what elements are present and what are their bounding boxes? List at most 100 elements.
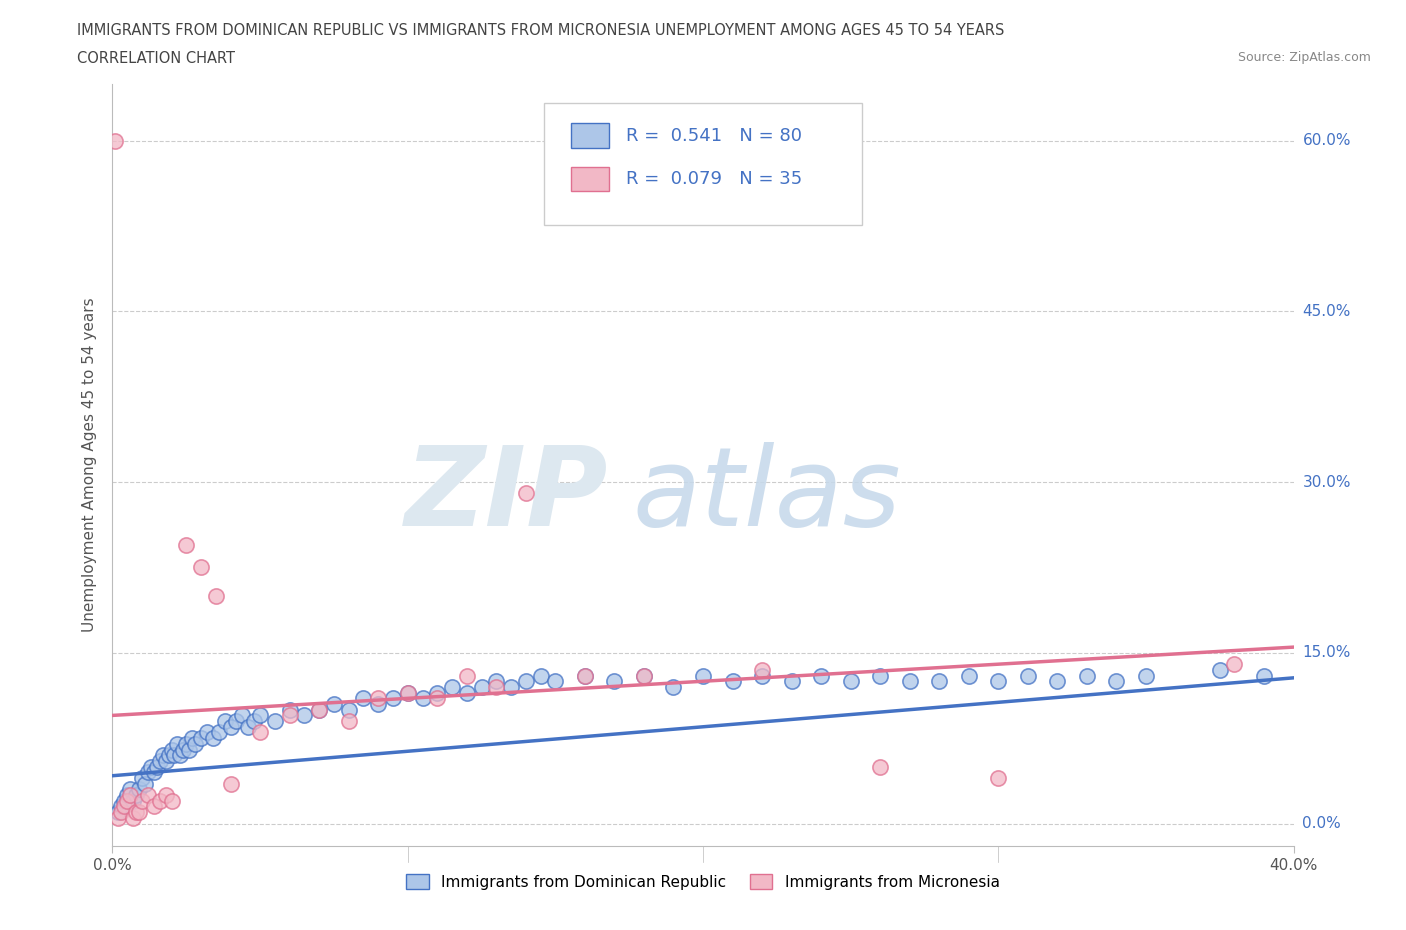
Point — [470, 680, 494, 695]
Point — [134, 777, 156, 791]
Point — [125, 804, 148, 819]
Point — [110, 799, 132, 814]
Point — [136, 764, 159, 779]
Point — [104, 133, 127, 148]
Point — [352, 691, 374, 706]
Point — [155, 753, 177, 768]
Point — [131, 793, 153, 808]
Point — [751, 662, 773, 677]
Point — [139, 759, 162, 774]
Point — [152, 748, 174, 763]
FancyBboxPatch shape — [544, 103, 862, 225]
Point — [120, 782, 142, 797]
Point — [337, 713, 360, 728]
Point — [160, 793, 183, 808]
Point — [529, 668, 551, 683]
Point — [219, 719, 242, 734]
Point — [501, 680, 523, 695]
Point — [117, 788, 138, 803]
Point — [201, 731, 224, 746]
Point — [117, 793, 138, 808]
Point — [163, 748, 186, 763]
Point — [264, 713, 287, 728]
Point — [603, 674, 626, 689]
Point — [869, 759, 891, 774]
Point — [249, 725, 271, 740]
Point — [225, 713, 247, 728]
Text: ZIP: ZIP — [405, 442, 609, 549]
Point — [898, 674, 921, 689]
Point — [219, 777, 242, 791]
Text: R =  0.541   N = 80: R = 0.541 N = 80 — [626, 126, 803, 144]
Point — [146, 759, 169, 774]
Point — [125, 788, 148, 803]
Point — [174, 538, 197, 552]
Point — [107, 810, 129, 825]
Point — [142, 799, 165, 814]
Point — [205, 589, 228, 604]
Point — [1253, 668, 1275, 683]
Point — [1076, 668, 1098, 683]
Point — [869, 668, 891, 683]
Point — [149, 793, 172, 808]
Point — [238, 719, 260, 734]
Point — [190, 560, 212, 575]
Point — [382, 691, 405, 706]
Point — [456, 685, 478, 700]
Point — [1223, 657, 1246, 671]
Point — [411, 691, 433, 706]
Point — [367, 691, 389, 706]
Point — [308, 702, 330, 717]
FancyBboxPatch shape — [571, 166, 609, 192]
Point — [426, 691, 449, 706]
Point — [323, 697, 346, 711]
Text: Source: ZipAtlas.com: Source: ZipAtlas.com — [1237, 51, 1371, 64]
Point — [128, 804, 150, 819]
Text: R =  0.079   N = 35: R = 0.079 N = 35 — [626, 170, 803, 188]
Point — [441, 680, 464, 695]
Point — [485, 674, 508, 689]
Point — [190, 731, 212, 746]
Point — [692, 668, 714, 683]
Point — [633, 668, 655, 683]
Point — [1135, 668, 1157, 683]
Point — [184, 737, 207, 751]
Point — [780, 674, 803, 689]
Point — [1105, 674, 1128, 689]
Point — [574, 668, 596, 683]
Point — [231, 708, 253, 723]
Point — [396, 685, 419, 700]
Point — [157, 748, 180, 763]
Point — [337, 702, 360, 717]
Point — [1046, 674, 1069, 689]
Point — [181, 731, 204, 746]
Point — [810, 668, 832, 683]
Point — [174, 737, 197, 751]
Text: 0.0%: 0.0% — [1302, 816, 1341, 831]
Y-axis label: Unemployment Among Ages 45 to 54 years: Unemployment Among Ages 45 to 54 years — [82, 298, 97, 632]
Text: atlas: atlas — [633, 442, 901, 549]
Point — [839, 674, 862, 689]
Point — [928, 674, 950, 689]
Point — [396, 685, 419, 700]
Point — [155, 788, 177, 803]
Point — [112, 793, 135, 808]
Point — [662, 680, 685, 695]
Point — [110, 804, 132, 819]
Legend: Immigrants from Dominican Republic, Immigrants from Micronesia: Immigrants from Dominican Republic, Immi… — [401, 868, 1005, 896]
Point — [574, 668, 596, 683]
Text: IMMIGRANTS FROM DOMINICAN REPUBLIC VS IMMIGRANTS FROM MICRONESIA UNEMPLOYMENT AM: IMMIGRANTS FROM DOMINICAN REPUBLIC VS IM… — [77, 23, 1005, 38]
Text: 15.0%: 15.0% — [1302, 645, 1351, 660]
Point — [128, 782, 150, 797]
Point — [149, 753, 172, 768]
Point — [122, 793, 145, 808]
Point — [751, 668, 773, 683]
Point — [292, 708, 315, 723]
Point — [208, 725, 231, 740]
Point — [485, 680, 508, 695]
Point — [515, 486, 537, 501]
Point — [278, 708, 301, 723]
Point — [426, 685, 449, 700]
Point — [957, 668, 980, 683]
Point — [721, 674, 744, 689]
